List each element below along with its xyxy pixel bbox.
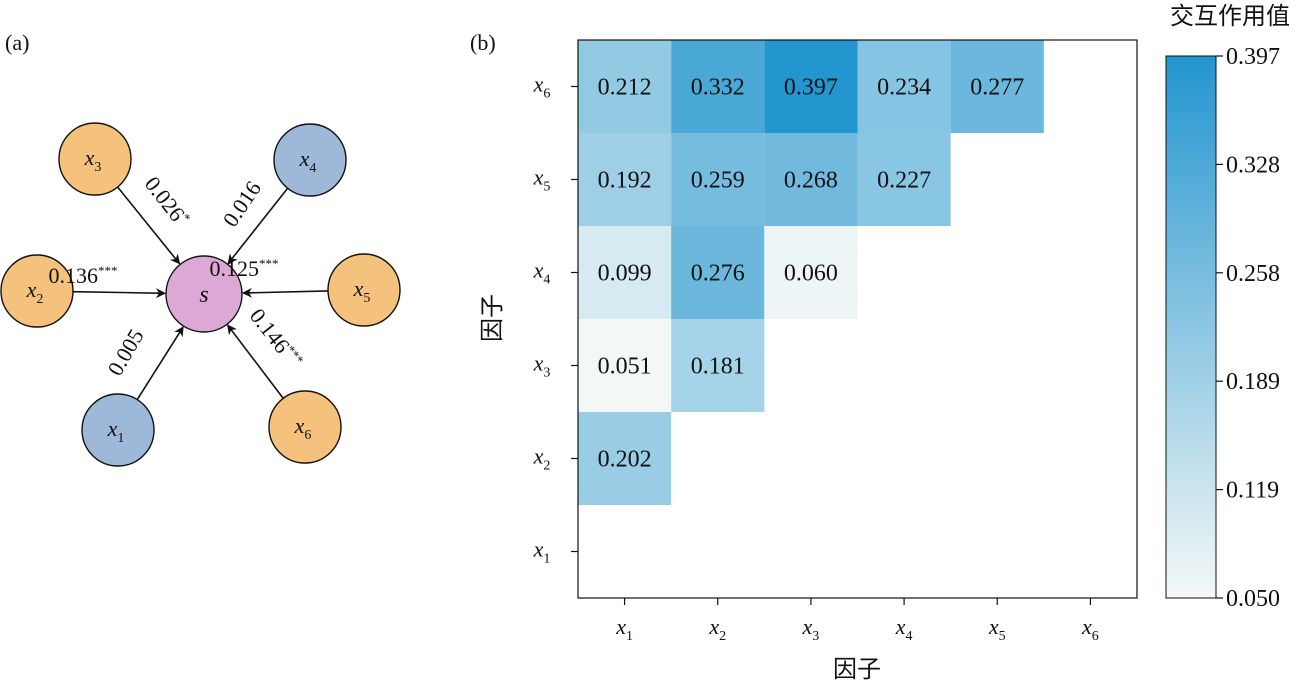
y-axis-label: 因子: [480, 294, 506, 342]
coef-x3: 0.026*: [140, 172, 194, 232]
cell-value-label: 0.051: [598, 354, 652, 380]
panel-b-label: (b): [470, 30, 496, 55]
node-x5-label: x5: [353, 276, 371, 306]
x-tick-label: x6: [1081, 614, 1099, 644]
cell-value-label: 0.202: [598, 447, 652, 473]
edge-x3: [116, 186, 181, 265]
heatmap-cell: [578, 226, 672, 319]
node-s: [165, 255, 243, 333]
heatmap-cell: [671, 40, 765, 133]
x-tick-label: x4: [895, 614, 913, 644]
node-x3: [58, 122, 132, 196]
x-tick-label: x3: [802, 614, 820, 644]
node-x3-label: x3: [84, 145, 102, 175]
colorbar-tick-label: 0.328: [1226, 152, 1280, 178]
y-tick-label: x6: [533, 72, 551, 102]
cell-value-label: 0.099: [598, 261, 652, 287]
y-axis: x1 x2 x3 x4 x5 x6: [533, 72, 578, 567]
colorbar-tick-label: 0.119: [1226, 478, 1279, 504]
cell-value-label: 0.227: [877, 168, 931, 194]
node-x6-label: x6: [294, 413, 312, 443]
heatmap-cell: [578, 40, 672, 133]
edge-x5: [241, 287, 329, 298]
y-tick-label: x5: [533, 165, 551, 195]
cell-value-label: 0.276: [691, 261, 745, 287]
colorbar-title: 交互作用值: [1170, 3, 1290, 30]
heatmap-cell: [857, 40, 951, 133]
edge-x6: [226, 324, 284, 399]
colorbar-tick-label: 0.397: [1226, 44, 1280, 70]
edge-x2: [72, 288, 167, 299]
x-axis: x1 x2 x3 x4 x5 x6: [615, 598, 1099, 644]
heatmap-cell: [764, 133, 858, 226]
node-s-label: s: [199, 282, 208, 308]
cell-value-label: 0.332: [691, 75, 745, 101]
x-axis-label: 因子: [833, 657, 881, 682]
cell-value-label: 0.212: [598, 75, 652, 101]
y-tick-label: x3: [533, 351, 551, 381]
heatmap-cell: [671, 133, 765, 226]
heatmap-cell: [671, 226, 765, 319]
cell-value-label: 0.234: [877, 75, 931, 101]
colorbar: [1165, 55, 1217, 599]
node-x4-label: x4: [299, 146, 317, 176]
x-tick-label: x5: [988, 614, 1006, 644]
node-x2-label: x2: [26, 277, 44, 307]
heatmap-cell: [764, 226, 858, 319]
heatmap: 0.202 0.051 0.181 0.099 0.276 0.060 0.192 0.259…: [578, 40, 1044, 505]
heatmap-cell: [764, 40, 858, 133]
coef-x2: 0.136***: [49, 263, 118, 288]
network-diagram: s x1 x2 x3 x4 x5 x6 0.005 0.136*** 0.026* 0.016 0.1…: [0, 122, 401, 467]
cell-value-label: 0.268: [784, 168, 838, 194]
colorbar-tick-label: 0.258: [1226, 261, 1280, 287]
coef-x6: 0.146***: [245, 304, 307, 374]
heatmap-cell: [578, 133, 672, 226]
coef-x5: 0.125***: [210, 256, 279, 281]
heatmap-frame: [577, 39, 1138, 599]
panel-a-label: (a): [5, 30, 29, 55]
colorbar-tick-label: 0.189: [1226, 369, 1280, 395]
cell-value-label: 0.181: [691, 354, 745, 380]
y-tick-label: x2: [533, 444, 551, 474]
x-tick-label: x1: [615, 614, 633, 644]
node-x1-label: x1: [107, 416, 125, 446]
y-tick-label: x1: [533, 537, 551, 567]
colorbar-ticks: 0.397 0.328 0.258 0.189 0.119 0.050: [1216, 44, 1280, 612]
heatmap-cell: [578, 412, 672, 505]
cell-value-label: 0.192: [598, 168, 652, 194]
node-x1: [81, 393, 155, 467]
edge-x1: [136, 326, 184, 401]
cell-value-label: 0.277: [970, 75, 1024, 101]
cell-value-label: 0.060: [784, 261, 838, 287]
node-x2: [0, 254, 74, 328]
heatmap-cell: [671, 319, 765, 412]
coef-x4: 0.016: [218, 176, 266, 231]
node-x4: [273, 123, 347, 197]
coef-x1: 0.005: [102, 325, 148, 380]
heatmap-cell: [578, 319, 672, 412]
heatmap-cell: [857, 133, 951, 226]
node-x5: [327, 253, 401, 327]
cell-value-label: 0.259: [691, 168, 745, 194]
colorbar-tick-label: 0.050: [1226, 586, 1280, 612]
x-tick-label: x2: [708, 614, 726, 644]
y-tick-label: x4: [533, 258, 551, 288]
cell-value-label: 0.397: [784, 75, 838, 101]
node-x6: [268, 390, 342, 464]
heatmap-cell: [950, 40, 1044, 133]
edge-x4: [227, 187, 289, 265]
